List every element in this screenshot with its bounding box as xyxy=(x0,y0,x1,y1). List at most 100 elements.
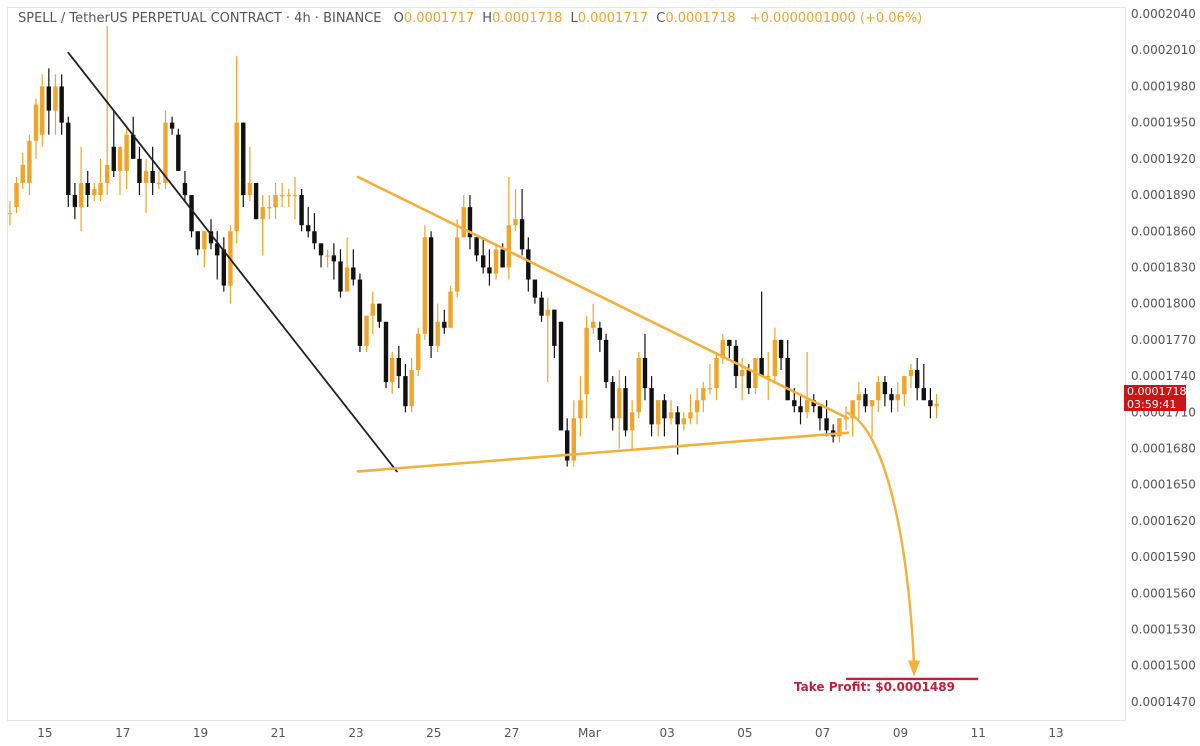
candle-body xyxy=(182,182,188,196)
candle-body xyxy=(655,400,661,425)
y-tick-label: 0.0001920 xyxy=(1131,152,1196,166)
candle-body xyxy=(467,207,473,238)
candle-body xyxy=(532,279,538,298)
low-value: 0.0001717 xyxy=(577,11,649,26)
candle-body xyxy=(124,134,129,171)
candle-body xyxy=(746,370,751,389)
candle-body xyxy=(506,225,512,268)
candle-body xyxy=(792,400,797,407)
candle-body xyxy=(267,207,272,209)
candle-body xyxy=(416,333,421,371)
candle-body xyxy=(552,309,557,346)
candle-body xyxy=(454,237,460,292)
candle-body xyxy=(617,388,622,419)
candle-body xyxy=(856,394,862,401)
candle-body xyxy=(364,315,369,346)
plot-area[interactable] xyxy=(7,7,1126,721)
candle-body xyxy=(591,321,596,328)
x-tick-label: 11 xyxy=(971,726,986,740)
candle-body xyxy=(902,376,907,395)
candle-body xyxy=(344,267,350,292)
candle-body xyxy=(720,339,725,358)
candle-body xyxy=(338,261,343,292)
candle-body xyxy=(27,140,32,183)
candle-body xyxy=(578,400,583,419)
candle-body xyxy=(688,412,693,419)
downtrend-line xyxy=(67,51,398,473)
candle-body xyxy=(131,134,136,159)
candle-body xyxy=(889,394,894,401)
candle-body xyxy=(772,339,778,377)
candle-body xyxy=(629,412,635,431)
candle-body xyxy=(837,418,842,437)
candle-body xyxy=(66,122,71,196)
candle-body xyxy=(156,182,162,185)
symbol-label: SPELL / TetherUS PERPETUAL CONTRACT · 4h… xyxy=(18,11,382,26)
candle-body xyxy=(59,86,64,123)
candle-body xyxy=(461,207,466,238)
change-value: +0.0000001000 (+0.06%) xyxy=(749,11,923,26)
candle-body xyxy=(817,406,823,419)
close-value: 0.0001718 xyxy=(665,11,736,26)
projection-curve xyxy=(845,411,916,665)
candle-body xyxy=(785,357,790,401)
candle-body xyxy=(377,303,382,322)
candle-body xyxy=(169,122,175,129)
y-tick-label: 0.0001770 xyxy=(1131,333,1196,347)
x-tick-label: 27 xyxy=(504,726,519,740)
candle-body xyxy=(824,418,829,431)
y-tick-label: 0.0001650 xyxy=(1131,478,1196,492)
candle-body xyxy=(318,243,324,256)
candle-body xyxy=(707,388,713,390)
x-tick-label: Mar xyxy=(578,726,601,740)
candle-body xyxy=(306,225,311,232)
candle-body xyxy=(928,400,933,407)
candle-body xyxy=(863,394,868,407)
projection-arrowhead xyxy=(908,660,921,677)
last-price-badge: 0.0001718 03:59:41 xyxy=(1124,385,1187,411)
candle-body xyxy=(208,231,214,244)
open-value: 0.0001717 xyxy=(403,11,475,26)
y-tick-label: 0.0001980 xyxy=(1131,79,1196,93)
candle-body xyxy=(474,237,479,256)
candle-body xyxy=(895,394,900,401)
candle-body xyxy=(325,255,330,257)
candle-countdown: 03:59:41 xyxy=(1127,398,1177,411)
candle-body xyxy=(584,327,589,395)
y-tick-label: 0.0002010 xyxy=(1131,43,1196,57)
candle-body xyxy=(33,104,39,141)
x-tick-label: 15 xyxy=(37,726,52,740)
take-profit-label: Take Profit: $0.0001489 xyxy=(794,680,955,694)
candle-body xyxy=(876,382,881,401)
x-tick-label: 07 xyxy=(815,726,830,740)
candle-body xyxy=(20,164,25,183)
candle-body xyxy=(202,231,207,250)
x-tick-label: 09 xyxy=(893,726,908,740)
x-tick-label: 17 xyxy=(115,726,130,740)
candle-body xyxy=(519,219,525,250)
candle-body xyxy=(299,195,304,226)
last-price-value: 0.0001718 xyxy=(1127,385,1187,398)
candle-body xyxy=(312,231,317,244)
candle-body xyxy=(908,370,914,377)
candle-body xyxy=(247,182,253,196)
y-tick-label: 0.0001740 xyxy=(1131,369,1196,383)
y-tick-label: 0.0001890 xyxy=(1131,188,1196,202)
x-tick-label: 03 xyxy=(659,726,674,740)
candle-body xyxy=(435,321,440,346)
candle-body xyxy=(279,195,285,197)
y-tick-label: 0.0001470 xyxy=(1131,695,1196,709)
candle-body xyxy=(500,249,505,268)
candle-body xyxy=(117,146,123,171)
candle-body xyxy=(189,195,194,232)
candle-body xyxy=(798,406,803,413)
candle-body xyxy=(571,418,577,461)
y-tick-label: 0.0001680 xyxy=(1131,441,1196,455)
candle-body xyxy=(221,249,227,286)
candle-body xyxy=(649,388,654,425)
candle-body xyxy=(882,382,888,395)
candle-body xyxy=(493,249,499,274)
candle-body xyxy=(85,182,90,196)
candle-body xyxy=(40,86,45,135)
